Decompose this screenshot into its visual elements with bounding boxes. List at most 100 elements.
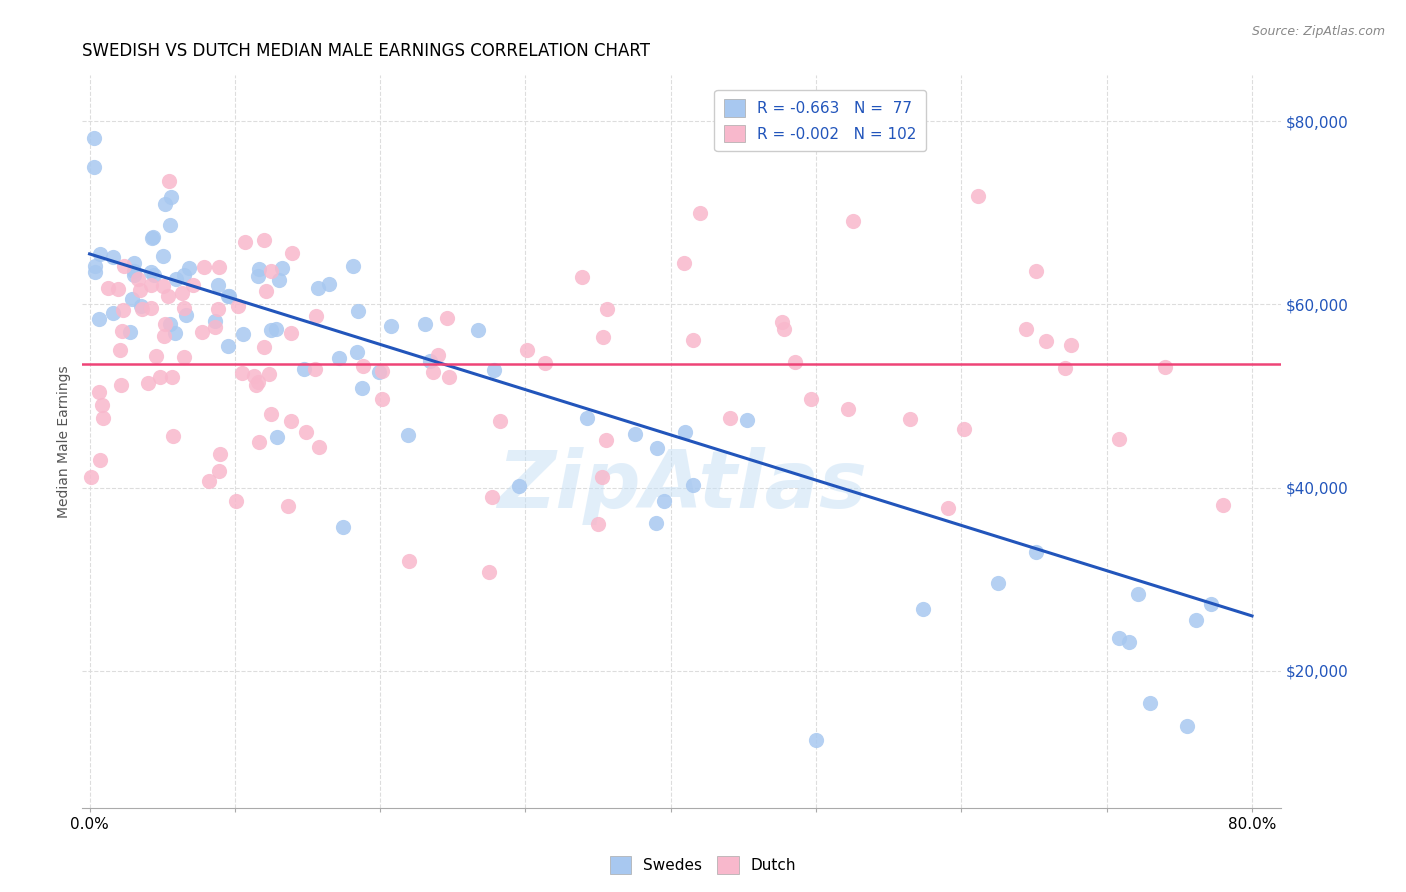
Point bbox=[87, 312, 110, 326]
Point bbox=[898, 411, 921, 425]
Point bbox=[153, 317, 176, 331]
Legend: Swedes, Dutch: Swedes, Dutch bbox=[603, 850, 803, 880]
Point bbox=[122, 268, 145, 282]
Point bbox=[647, 441, 669, 455]
Point bbox=[198, 474, 221, 488]
Point bbox=[967, 189, 990, 203]
Point bbox=[249, 434, 271, 449]
Point bbox=[1108, 632, 1130, 646]
Point bbox=[953, 422, 976, 436]
Text: Source: ZipAtlas.com: Source: ZipAtlas.com bbox=[1251, 25, 1385, 38]
Point bbox=[652, 494, 675, 508]
Point bbox=[141, 231, 163, 245]
Point bbox=[673, 425, 696, 439]
Point bbox=[1175, 719, 1198, 733]
Point bbox=[107, 282, 129, 296]
Point bbox=[247, 268, 270, 283]
Point bbox=[162, 429, 184, 443]
Point bbox=[89, 452, 111, 467]
Point bbox=[232, 327, 254, 342]
Point bbox=[842, 213, 865, 227]
Point bbox=[127, 271, 149, 285]
Point bbox=[307, 281, 329, 295]
Point bbox=[938, 500, 960, 515]
Point bbox=[718, 410, 741, 425]
Point bbox=[257, 367, 280, 381]
Point bbox=[231, 366, 253, 380]
Point bbox=[217, 339, 239, 353]
Point bbox=[380, 319, 402, 334]
Point bbox=[191, 325, 214, 339]
Point bbox=[735, 413, 758, 427]
Point bbox=[103, 250, 125, 264]
Point bbox=[624, 427, 647, 442]
Point bbox=[172, 285, 194, 300]
Point bbox=[1053, 360, 1076, 375]
Point bbox=[152, 279, 174, 293]
Point bbox=[129, 299, 152, 313]
Point bbox=[800, 392, 823, 406]
Point bbox=[136, 376, 159, 390]
Point bbox=[208, 260, 231, 274]
Point bbox=[160, 190, 183, 204]
Point bbox=[295, 425, 318, 439]
Point bbox=[436, 311, 458, 326]
Point bbox=[1108, 432, 1130, 446]
Point bbox=[84, 265, 107, 279]
Point bbox=[1185, 613, 1208, 627]
Point bbox=[592, 330, 614, 344]
Point bbox=[346, 344, 368, 359]
Point bbox=[308, 441, 330, 455]
Point bbox=[245, 377, 267, 392]
Point bbox=[1199, 597, 1222, 611]
Point bbox=[488, 414, 510, 428]
Point bbox=[159, 218, 181, 232]
Point bbox=[152, 248, 174, 262]
Point bbox=[87, 385, 110, 400]
Point bbox=[350, 381, 373, 395]
Point bbox=[217, 289, 239, 303]
Text: ZipAtlas: ZipAtlas bbox=[496, 447, 866, 524]
Point bbox=[1015, 321, 1038, 335]
Point bbox=[370, 363, 392, 377]
Point bbox=[672, 256, 695, 270]
Point bbox=[122, 256, 145, 270]
Point bbox=[253, 340, 276, 354]
Point bbox=[770, 315, 793, 329]
Point bbox=[1154, 359, 1177, 374]
Point bbox=[142, 229, 165, 244]
Point bbox=[112, 259, 135, 273]
Point bbox=[422, 365, 444, 379]
Point bbox=[481, 490, 503, 504]
Point bbox=[595, 433, 617, 447]
Point bbox=[1060, 338, 1083, 352]
Legend: R = -0.663   N =  77, R = -0.002   N = 102: R = -0.663 N = 77, R = -0.002 N = 102 bbox=[714, 90, 925, 152]
Point bbox=[591, 469, 613, 483]
Point bbox=[163, 326, 186, 341]
Point bbox=[139, 278, 162, 293]
Point bbox=[253, 233, 276, 247]
Point bbox=[242, 369, 264, 384]
Point bbox=[271, 260, 294, 275]
Point bbox=[89, 247, 111, 261]
Point bbox=[121, 292, 143, 306]
Point bbox=[79, 470, 101, 484]
Y-axis label: Median Male Earnings: Median Male Earnings bbox=[58, 366, 72, 518]
Point bbox=[987, 576, 1010, 591]
Point bbox=[247, 262, 270, 277]
Point bbox=[83, 130, 105, 145]
Point bbox=[225, 494, 247, 508]
Point bbox=[398, 554, 420, 568]
Point bbox=[254, 285, 277, 299]
Point bbox=[91, 411, 114, 425]
Point bbox=[911, 602, 934, 616]
Point bbox=[128, 283, 150, 297]
Point bbox=[204, 319, 226, 334]
Point bbox=[207, 301, 229, 316]
Point bbox=[111, 324, 134, 338]
Point bbox=[177, 260, 200, 275]
Point bbox=[157, 289, 180, 303]
Point bbox=[269, 273, 291, 287]
Point bbox=[1025, 545, 1047, 559]
Point bbox=[1025, 264, 1047, 278]
